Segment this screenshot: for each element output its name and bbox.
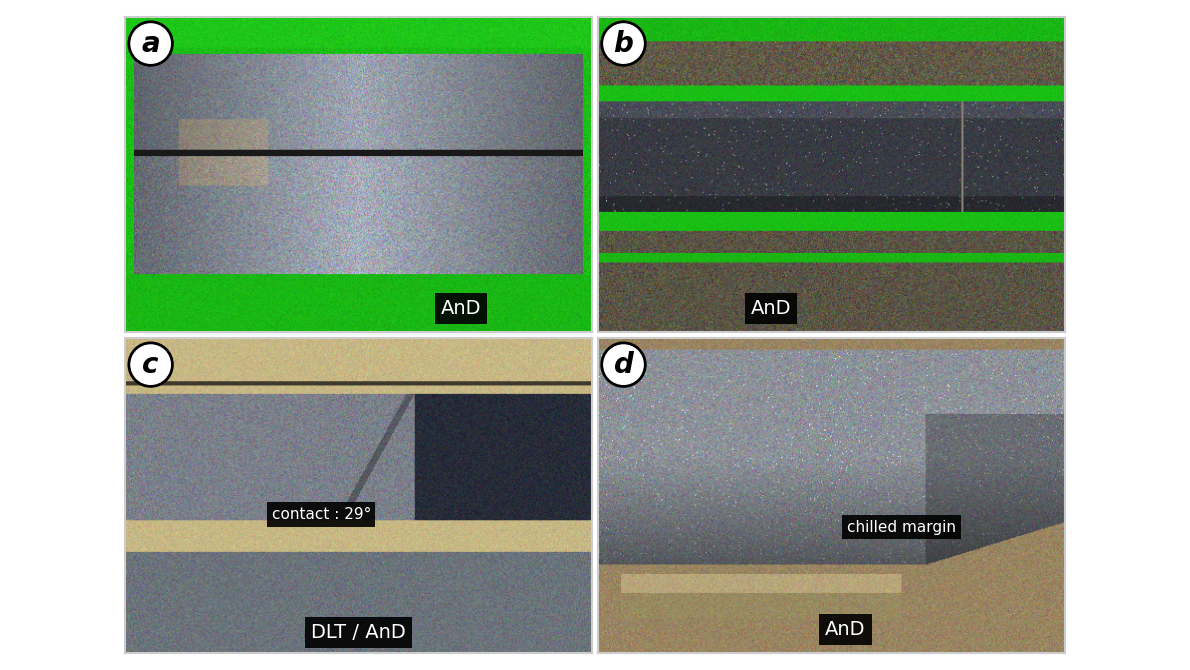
Text: contact : 29°: contact : 29° xyxy=(271,507,371,522)
Text: a: a xyxy=(142,29,159,58)
Text: AnD: AnD xyxy=(825,620,865,639)
Text: AnD: AnD xyxy=(441,299,482,318)
Text: chilled margin: chilled margin xyxy=(847,520,956,535)
Text: b: b xyxy=(614,29,633,58)
Text: d: d xyxy=(614,350,633,379)
Text: c: c xyxy=(143,350,159,379)
Text: AnD: AnD xyxy=(751,299,791,318)
Text: DLT / AnD: DLT / AnD xyxy=(312,623,406,643)
